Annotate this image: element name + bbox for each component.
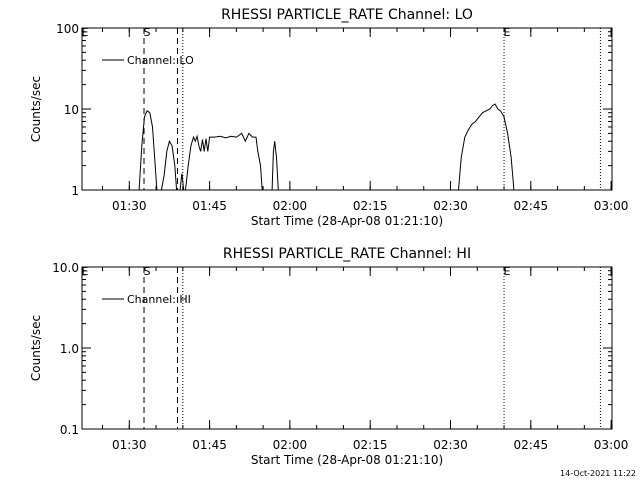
legend-label: Channel: HI bbox=[127, 293, 191, 306]
series-line bbox=[160, 139, 178, 191]
legend-label: Channel: LO bbox=[127, 54, 194, 67]
x-tick-label: 02:15 bbox=[353, 199, 388, 213]
x-tick-label: 02:45 bbox=[514, 199, 549, 213]
chart-panel-2: RHESSI PARTICLE_RATE Channel: HI 0.1 1.0 10… bbox=[29, 246, 628, 467]
plot-frame bbox=[81, 266, 613, 430]
x-tick-label: 02:00 bbox=[273, 199, 308, 213]
x-tick-label: 03:00 bbox=[594, 438, 629, 452]
y-axis-label: Counts/sec bbox=[29, 76, 43, 142]
x-axis-label: Start Time (28-Apr-08 01:21:10) bbox=[251, 453, 443, 467]
marker-label: E bbox=[504, 265, 511, 278]
y-tick-label: 1.0 bbox=[60, 342, 79, 356]
x-tick-label: 02:45 bbox=[514, 438, 549, 452]
series-line bbox=[179, 173, 185, 191]
x-axis-label: Start Time (28-Apr-08 01:21:10) bbox=[251, 214, 443, 228]
x-tick-label: 02:15 bbox=[353, 438, 388, 452]
x-tick-label: 01:30 bbox=[112, 199, 147, 213]
x-tick-label: 02:00 bbox=[273, 438, 308, 452]
plot-frame bbox=[81, 27, 613, 191]
series-line bbox=[185, 132, 263, 191]
y-tick-label: 1 bbox=[71, 184, 79, 198]
chart-title: RHESSI PARTICLE_RATE Channel: HI bbox=[223, 246, 471, 262]
date-stamp: 14-Oct-2021 11:22 bbox=[560, 469, 636, 478]
x-tick-label: 01:45 bbox=[192, 199, 227, 213]
x-tick-label: 02:30 bbox=[433, 199, 468, 213]
x-tick-label: 02:30 bbox=[433, 438, 468, 452]
series-line bbox=[458, 103, 515, 191]
marker-label: S bbox=[144, 26, 151, 39]
y-tick-label: 100 bbox=[56, 22, 79, 36]
y-tick-label: 10.0 bbox=[52, 261, 79, 275]
chart-panel-1: RHESSI PARTICLE_RATE Channel: LO 1 10 100 01… bbox=[29, 7, 628, 228]
marker-label: S bbox=[144, 265, 151, 278]
series-line bbox=[138, 110, 158, 191]
y-tick-label: 0.1 bbox=[60, 423, 79, 437]
marker-label: E bbox=[504, 26, 511, 39]
y-tick-label: 10 bbox=[64, 103, 79, 117]
x-tick-label: 01:30 bbox=[112, 438, 147, 452]
marker-label: E bbox=[82, 265, 89, 278]
x-tick-label: 01:45 bbox=[192, 438, 227, 452]
y-axis-label: Counts/sec bbox=[29, 315, 43, 381]
marker-label: E bbox=[82, 26, 89, 39]
chart-title: RHESSI PARTICLE_RATE Channel: LO bbox=[221, 7, 473, 23]
x-tick-label: 03:00 bbox=[594, 199, 629, 213]
series-line bbox=[271, 141, 279, 191]
